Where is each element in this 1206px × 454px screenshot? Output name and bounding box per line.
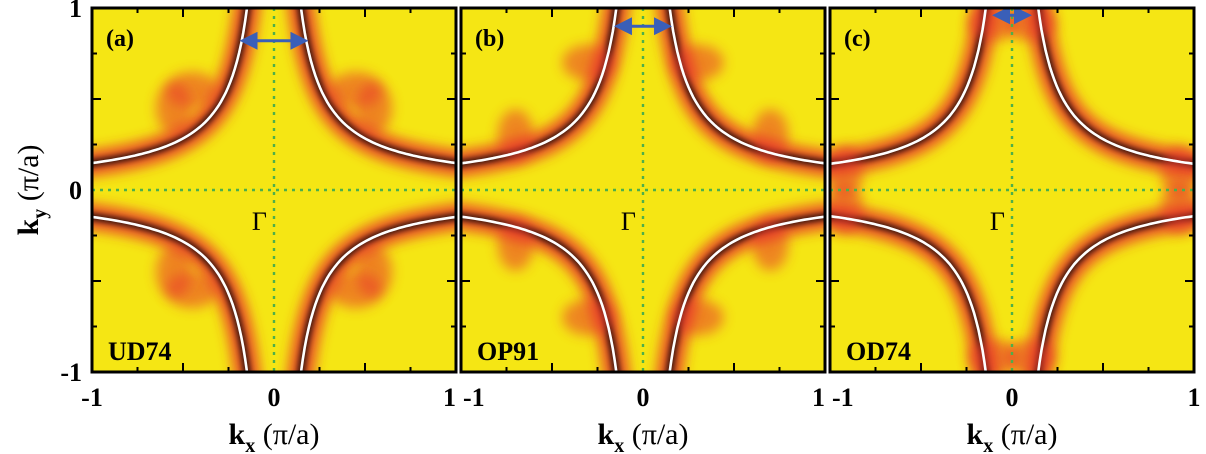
fermi-contour-q3 <box>92 215 249 372</box>
panel-frame <box>459 6 827 374</box>
fermi-contour-q2 <box>92 8 249 165</box>
panel-background <box>830 8 1194 372</box>
x-axis-label-sub: x <box>245 435 255 454</box>
y-axis-label-unit: (π/a) <box>12 145 45 209</box>
fermi-contour-q4 <box>299 215 456 372</box>
y-axis-label-sub: y <box>29 209 51 219</box>
panel-plot-area <box>830 8 1194 372</box>
x-axis-label-sub: x <box>983 435 993 454</box>
fermi-contour-q2 <box>830 8 988 166</box>
x-axis-label-main: k <box>229 418 246 451</box>
intensity-spot <box>497 218 534 271</box>
y-tick-label: 1 <box>69 0 82 23</box>
sample-label: UD74 <box>108 337 172 366</box>
sample-label: OP91 <box>477 337 539 366</box>
x-tick-label: -1 <box>81 383 103 412</box>
x-tick-label: 0 <box>637 383 650 412</box>
intensity-spot <box>562 299 615 336</box>
sample-label: OD74 <box>846 337 911 366</box>
y-axis-label-main: k <box>12 218 45 235</box>
fermi-contour-q4 <box>668 215 825 372</box>
x-axis-label: kx (π/a) <box>967 418 1058 454</box>
panel-3: (c) OD74 Γ -1 0 1 kx (π/a) <box>828 6 1201 454</box>
fermi-contour-q4 <box>1036 214 1194 372</box>
y-tick-label: 0 <box>69 176 82 205</box>
intensity-spot <box>562 44 615 81</box>
x-tick-label: 0 <box>268 383 281 412</box>
svg-text:ky (π/a): ky (π/a) <box>12 145 51 236</box>
intensity-spot <box>329 272 382 309</box>
gamma-point-label: Γ <box>621 207 636 236</box>
intensity-spot <box>671 44 724 81</box>
fermi-contour-q2 <box>461 8 618 165</box>
panel-frame <box>90 6 458 374</box>
fermi-contour-q1 <box>668 8 825 165</box>
gamma-point-label: Γ <box>990 207 1005 236</box>
y-tick-label: -1 <box>60 358 82 387</box>
panel-label: (b) <box>475 26 504 52</box>
x-axis-label: kx (π/a) <box>229 418 320 454</box>
panel-background <box>92 8 456 372</box>
fermi-contour-q1 <box>299 8 456 165</box>
panel-1: (a) UD74 Γ -1 0 1 1 0 -1 kx (π/a) <box>60 0 458 454</box>
x-tick-label: 1 <box>443 383 456 412</box>
x-tick-label: 1 <box>812 383 825 412</box>
x-axis-label-unit: (π/a) <box>255 418 319 451</box>
x-axis-label-main: k <box>598 418 615 451</box>
x-axis-label-main: k <box>967 418 984 451</box>
intensity-spot <box>497 109 534 162</box>
intensity-spot <box>155 82 192 135</box>
y-axis-label: ky (π/a) <box>12 145 51 236</box>
intensity-spot <box>752 218 789 271</box>
fermi-contour-q3 <box>461 215 618 372</box>
panel-plot-area <box>92 8 456 372</box>
panel-2: (b) OP91 Γ -1 0 1 kx (π/a) <box>459 6 827 454</box>
panel-frame <box>828 6 1196 374</box>
panel-background <box>461 8 825 372</box>
panel-label: (a) <box>106 26 134 52</box>
x-axis-label-unit: (π/a) <box>993 418 1057 451</box>
panel-label: (c) <box>844 26 871 52</box>
x-tick-label: -1 <box>832 383 854 412</box>
intensity-spot <box>671 299 724 336</box>
x-axis-label-sub: x <box>614 435 624 454</box>
gamma-point-label: Γ <box>252 207 267 236</box>
intensity-spot <box>752 109 789 162</box>
x-tick-label: -1 <box>463 383 485 412</box>
intensity-spot <box>155 245 192 298</box>
panel-plot-area <box>461 8 825 372</box>
intensity-spot <box>356 82 393 135</box>
x-axis-label: kx (π/a) <box>598 418 689 454</box>
x-tick-label: 1 <box>1188 383 1201 412</box>
fermi-contour-q3 <box>830 214 988 372</box>
fermi-contour-q1 <box>1036 8 1194 166</box>
x-tick-label: 0 <box>1006 383 1019 412</box>
x-axis-label-unit: (π/a) <box>624 418 688 451</box>
